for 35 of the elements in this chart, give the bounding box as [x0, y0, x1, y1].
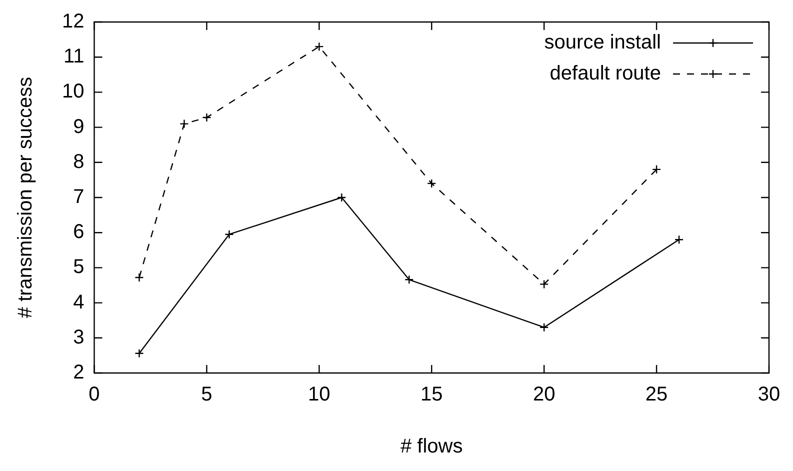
- point: [404, 275, 414, 284]
- y-tick-label: 2: [73, 362, 84, 384]
- legend-label: source install: [544, 32, 661, 54]
- point: [539, 322, 549, 332]
- point: [674, 235, 684, 244]
- x-tick-label: 20: [532, 384, 556, 406]
- x-tick-label: 25: [645, 384, 668, 406]
- x-tick-label: 5: [201, 384, 212, 406]
- y-tick-label: 10: [62, 80, 84, 103]
- point: [314, 42, 324, 52]
- x-tick-label: 10: [308, 384, 330, 406]
- y-tick-label: 8: [73, 150, 84, 173]
- point: [337, 192, 346, 202]
- x-tick-label: 30: [758, 384, 780, 406]
- point: [224, 230, 234, 239]
- point: [427, 178, 436, 188]
- point: [134, 348, 144, 358]
- point: [134, 272, 144, 282]
- y-tick-label: 3: [73, 326, 84, 348]
- y-tick-label: 9: [73, 116, 84, 138]
- y-tick-label: 5: [73, 256, 84, 278]
- x-tick-label: 15: [420, 384, 443, 406]
- legend-label: default route: [550, 62, 661, 85]
- y-tick-label: 7: [73, 186, 84, 208]
- point: [180, 119, 189, 128]
- point: [202, 112, 212, 122]
- y-tick-label: 12: [62, 10, 84, 33]
- y-axis-title: # transmission per success: [14, 76, 37, 318]
- x-axis-title: # flows: [400, 436, 463, 458]
- y-tick-label: 4: [73, 291, 84, 314]
- x-tick-label: 0: [88, 384, 100, 406]
- y-tick-label: 11: [63, 46, 84, 68]
- point: [652, 164, 662, 174]
- point: [539, 280, 549, 289]
- y-tick-label: 6: [73, 221, 84, 244]
